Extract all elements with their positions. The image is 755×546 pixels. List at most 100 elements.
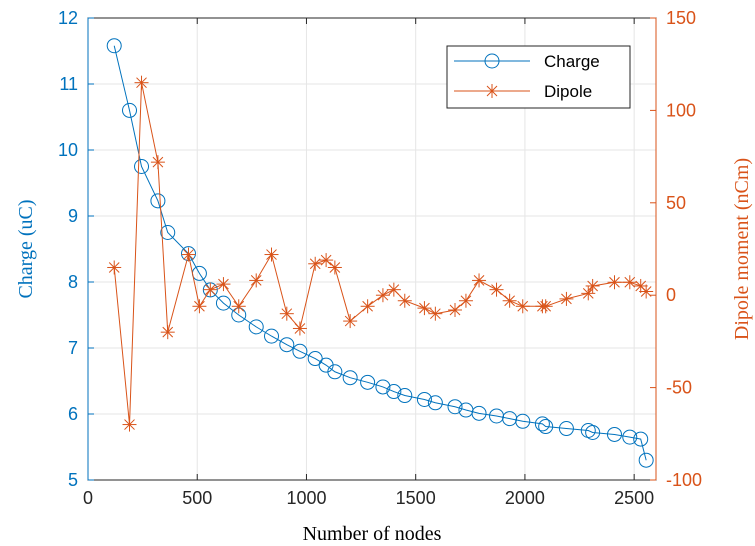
- axes-layer: 0 500 1000 1500 2000 2500 5 6 7 8 9 10 11 12 -100 -50 0 5…: [58, 8, 702, 508]
- x-tick-label: 1000: [286, 488, 326, 508]
- charge-point: [248, 319, 264, 335]
- charge-point: [585, 424, 601, 440]
- charge-point: [134, 159, 150, 174]
- series-layer: [106, 38, 654, 468]
- charge-point: [416, 391, 432, 407]
- dipole-point: [607, 275, 622, 290]
- dipole-point: [360, 299, 375, 314]
- dipole-point: [160, 325, 175, 340]
- dipole-point: [122, 417, 137, 432]
- dipole-point: [249, 273, 264, 288]
- charge-point: [160, 225, 176, 240]
- dipole-series: [107, 75, 654, 432]
- dipole-point: [489, 282, 504, 297]
- left-y-axis-title: Charge (uC): [15, 199, 37, 298]
- dipole-point: [472, 273, 487, 288]
- charge-point: [633, 431, 649, 447]
- legend-charge-label: Charge: [544, 52, 600, 71]
- charge-point: [375, 379, 391, 395]
- charge-point: [447, 399, 463, 415]
- charge-point: [342, 370, 358, 386]
- dipole-point: [343, 314, 358, 329]
- legend-dipole-label: Dipole: [544, 82, 592, 101]
- charge-point: [215, 295, 231, 311]
- charge-point: [360, 374, 376, 390]
- left-y-tick-label: 5: [68, 470, 78, 490]
- charge-point: [427, 395, 443, 411]
- right-y-tick-label: 100: [666, 100, 696, 120]
- charge-point: [264, 328, 280, 344]
- right-y-tick-label: 0: [666, 285, 676, 305]
- right-y-axis-title: Dipole moment (nCm): [731, 158, 753, 340]
- charge-point: [106, 38, 122, 54]
- x-tick-label: 2000: [505, 488, 545, 508]
- dipole-point: [150, 155, 165, 170]
- dipole-point: [203, 282, 218, 297]
- dipole-point: [181, 247, 196, 262]
- legend-charge-marker: [484, 53, 500, 69]
- charge-point: [397, 388, 413, 404]
- charge-point: [279, 337, 295, 353]
- charge-point: [122, 102, 138, 118]
- charge-point: [558, 421, 574, 437]
- x-tick-label: 2500: [614, 488, 654, 508]
- charge-point: [606, 426, 622, 442]
- right-y-tick-label: -50: [666, 378, 692, 398]
- charge-point: [638, 452, 654, 468]
- dipole-point: [192, 299, 207, 314]
- dipole-point: [327, 260, 342, 275]
- dipole-point: [216, 277, 231, 292]
- charge-point: [515, 413, 531, 429]
- dipole-point: [639, 284, 654, 299]
- x-axis-title: Number of nodes: [303, 523, 442, 545]
- charge-point: [386, 384, 402, 400]
- charge-point: [622, 429, 638, 445]
- charge-point: [471, 405, 487, 421]
- charge-point: [534, 416, 550, 432]
- dipole-point: [585, 278, 600, 293]
- dipole-point: [515, 299, 530, 314]
- charge-point: [327, 364, 343, 380]
- charge-point: [292, 343, 308, 359]
- dipole-point: [386, 282, 401, 297]
- dipole-point: [502, 293, 517, 308]
- left-y-tick-label: 11: [59, 74, 78, 94]
- dipole-point: [458, 293, 473, 308]
- left-y-tick-label: 6: [68, 404, 78, 424]
- right-y-tick-label: 150: [666, 8, 696, 28]
- charge-point: [538, 419, 554, 435]
- left-y-tick-label: 10: [58, 140, 78, 160]
- dipole-point: [581, 286, 596, 301]
- dipole-point: [428, 306, 443, 321]
- legend-box: [446, 45, 631, 109]
- dipole-point: [279, 306, 294, 321]
- right-y-tick-label: 50: [666, 193, 686, 213]
- x-tick-label: 0: [83, 488, 93, 508]
- dipole-point: [292, 321, 307, 336]
- dipole-point: [264, 247, 279, 262]
- left-y-tick-label: 8: [68, 272, 78, 292]
- dipole-point: [231, 299, 246, 314]
- legend: Charge Dipole: [446, 45, 631, 109]
- dipole-point: [622, 275, 637, 290]
- legend-dipole-marker: [485, 84, 499, 98]
- dipole-point: [107, 260, 122, 275]
- charge-point: [150, 193, 166, 209]
- left-y-tick-label: 12: [58, 8, 78, 28]
- dipole-point: [397, 293, 412, 308]
- x-tick-label: 500: [182, 488, 212, 508]
- dipole-point: [538, 299, 553, 314]
- left-y-tick-label: 9: [68, 206, 78, 226]
- dipole-point: [417, 301, 432, 316]
- charge-point: [307, 351, 323, 367]
- dipole-point: [134, 75, 149, 90]
- x-tick-label: 1500: [396, 488, 436, 508]
- dipole-point: [308, 256, 323, 271]
- dipole-point: [559, 291, 574, 306]
- dipole-point: [319, 253, 334, 268]
- dipole-point: [448, 302, 463, 317]
- left-y-tick-label: 7: [68, 338, 78, 358]
- dipole-point: [375, 288, 390, 303]
